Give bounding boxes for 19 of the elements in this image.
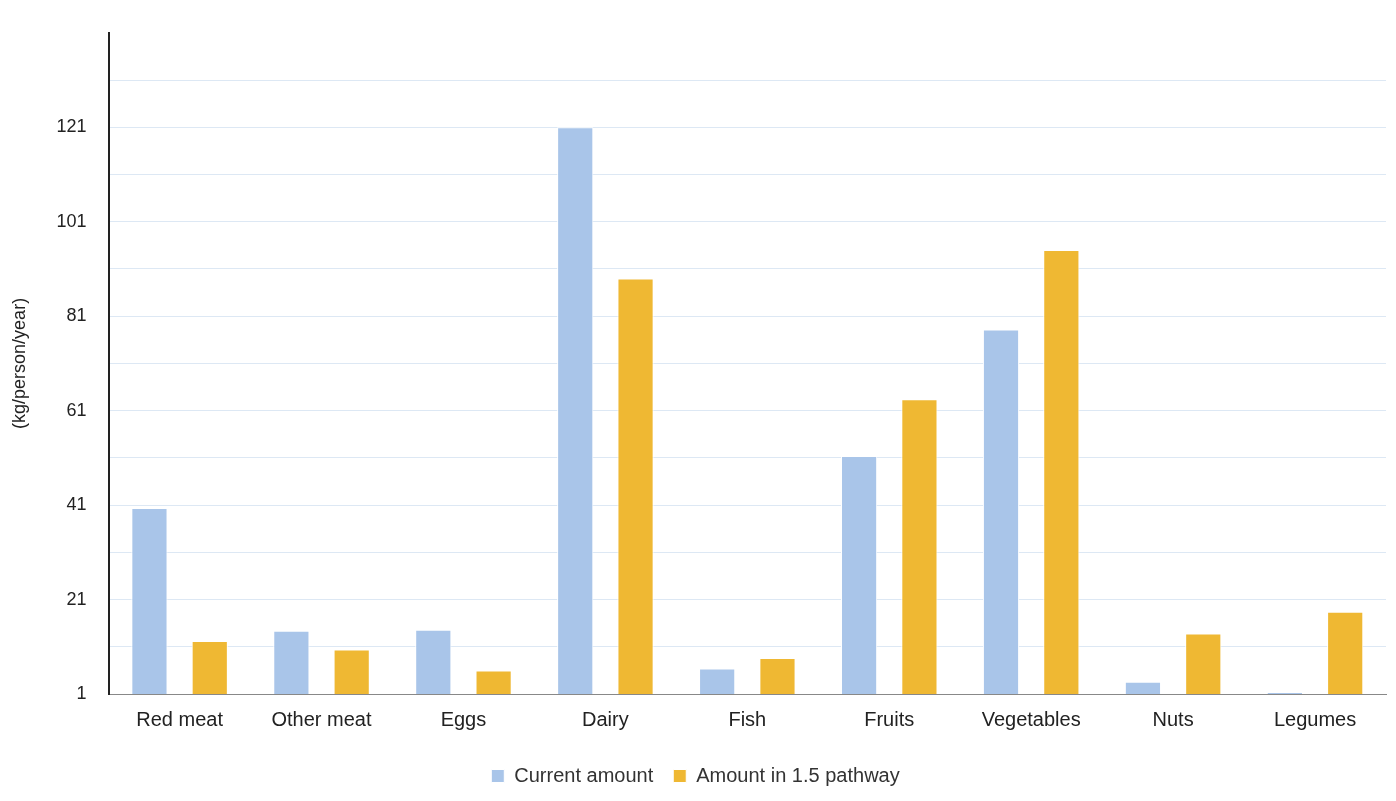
y-tick-label: 121 — [56, 116, 87, 137]
y-tick-label: 41 — [66, 494, 87, 515]
y-tick-label: 81 — [66, 305, 87, 326]
x-tick-label: Legumes — [1273, 707, 1357, 730]
x-tick-label: Fish — [728, 707, 767, 730]
y-tick-label: 101 — [56, 210, 87, 231]
y-tick-label: 1 — [76, 682, 87, 703]
x-tick-label: Red meat — [136, 707, 224, 730]
legend-label: Amount in 1.5 pathway — [696, 763, 900, 786]
x-tick-label: Other meat — [271, 707, 372, 730]
y-tick-label: 61 — [66, 399, 87, 420]
x-tick-label: Vegetables — [981, 707, 1081, 730]
x-tick-label: Fruits — [864, 707, 915, 730]
x-tick-label: Dairy — [582, 707, 629, 730]
y-tick-label: 21 — [66, 588, 87, 609]
x-tick-label: Nuts — [1152, 707, 1194, 730]
y-axis-title: (kg/person/year) — [8, 297, 29, 429]
x-tick-label: Eggs — [440, 707, 487, 730]
legend-label: Current amount — [514, 763, 654, 786]
